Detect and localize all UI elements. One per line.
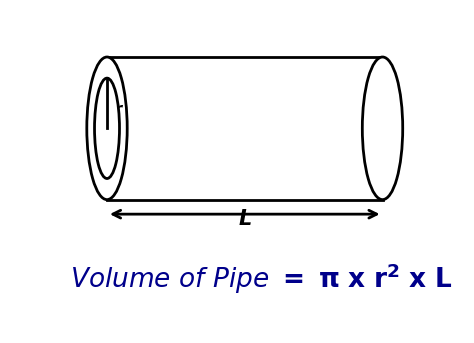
- Ellipse shape: [87, 57, 127, 200]
- Text: r: r: [113, 101, 121, 119]
- Text: L: L: [238, 210, 251, 229]
- Text: $\mathbf{\mathit{Volume\ of\ Pipe}}$$\ \mathbf{=\ \pi\ x\ r^2\ x\ L}$: $\mathbf{\mathit{Volume\ of\ Pipe}}$$\ \…: [70, 262, 453, 296]
- Ellipse shape: [362, 57, 403, 200]
- Ellipse shape: [94, 78, 119, 178]
